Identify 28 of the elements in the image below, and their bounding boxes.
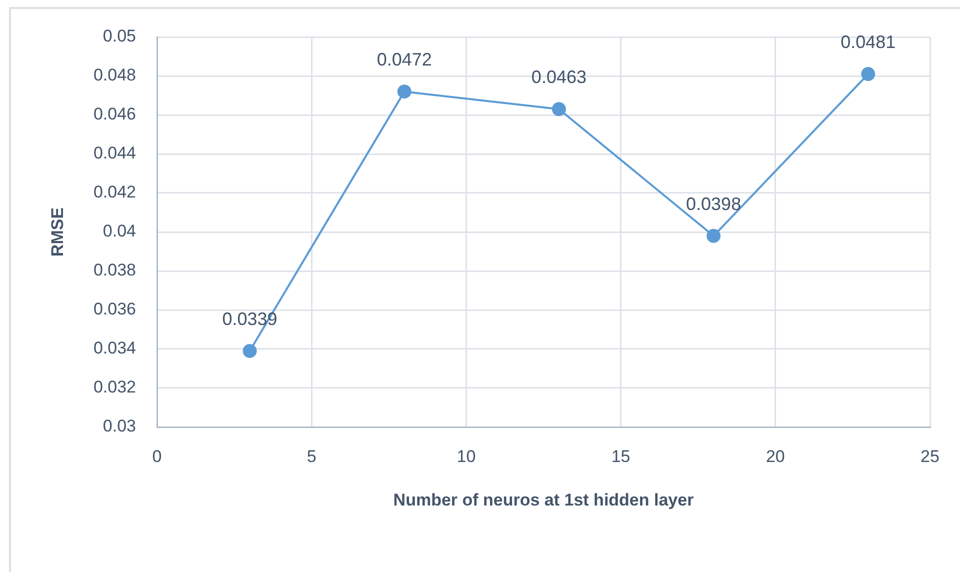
- y-tick-label: 0.05: [102, 26, 136, 46]
- y-tick-label: 0.034: [93, 338, 136, 358]
- data-label: 0.0472: [376, 50, 432, 70]
- x-tick-label: 5: [306, 446, 316, 466]
- point: [242, 344, 257, 358]
- data-label: 0.0398: [686, 194, 742, 214]
- y-tick-label: 0.044: [93, 144, 136, 163]
- data-label: 0.0463: [531, 67, 586, 88]
- y-axis-title: RMSE: [48, 207, 67, 257]
- y-tick-label: 0.03: [102, 416, 136, 436]
- x-axis-title: Number of neuros at 1st hidden layer: [393, 490, 694, 510]
- y-tick-label: 0.04: [102, 222, 136, 241]
- point: [706, 228, 721, 243]
- y-tick-label: 0.036: [93, 300, 136, 319]
- point: [552, 102, 566, 116]
- x-tick-label: 10: [456, 446, 476, 466]
- y-tick-label: 0.038: [93, 260, 136, 280]
- x-tick-label: 25: [920, 446, 940, 466]
- data-label: 0.0481: [840, 32, 896, 52]
- point: [861, 67, 876, 82]
- y-tick-label: 0.046: [93, 104, 136, 124]
- x-tick-label: 15: [611, 446, 630, 466]
- y-tick-label: 0.048: [93, 66, 136, 85]
- x-tick-label: 20: [766, 446, 785, 466]
- x-tick-label: 0: [152, 446, 162, 466]
- y-tick-label: 0.042: [93, 182, 136, 202]
- point: [397, 84, 412, 99]
- y-tick-label: 0.032: [93, 378, 136, 397]
